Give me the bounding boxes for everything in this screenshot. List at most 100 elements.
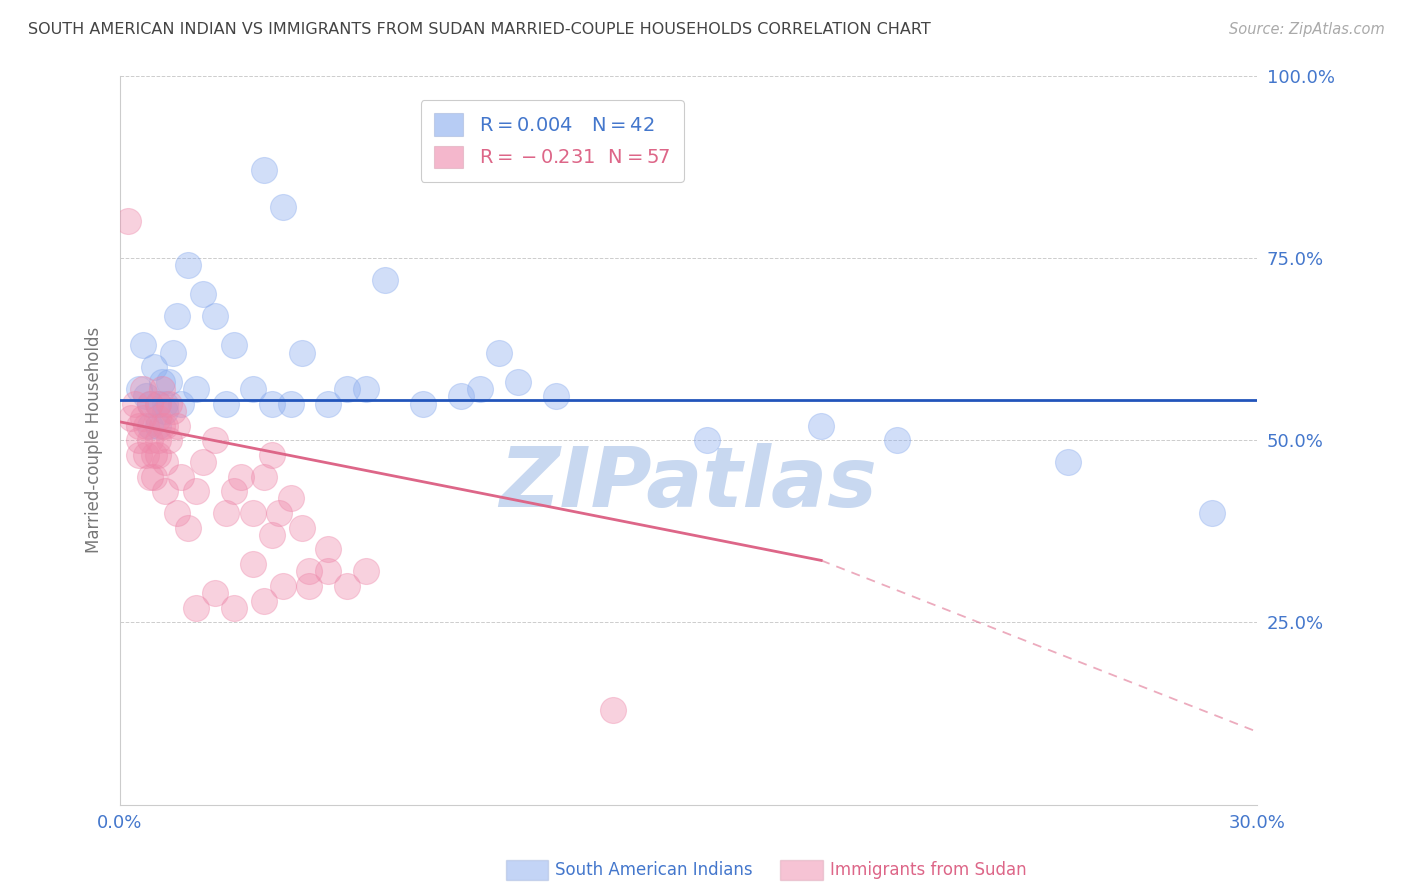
- Point: [242, 382, 264, 396]
- Point: [336, 579, 359, 593]
- Point: [146, 433, 169, 447]
- Legend: $\mathregular{R = 0.004\ \ \ N = 42}$, $\mathregular{R = -0.231\ \ N = 57}$: $\mathregular{R = 0.004\ \ \ N = 42}$, $…: [420, 100, 683, 182]
- Point: [253, 469, 276, 483]
- Point: [131, 411, 153, 425]
- Point: [131, 338, 153, 352]
- Text: ZIPatlas: ZIPatlas: [499, 443, 877, 524]
- Point: [135, 389, 157, 403]
- Point: [143, 448, 166, 462]
- Point: [488, 345, 510, 359]
- Point: [146, 448, 169, 462]
- Point: [280, 491, 302, 506]
- Point: [193, 455, 215, 469]
- Point: [169, 469, 191, 483]
- Point: [450, 389, 472, 403]
- Point: [155, 397, 177, 411]
- Point: [157, 397, 180, 411]
- Point: [117, 214, 139, 228]
- Point: [120, 411, 142, 425]
- Point: [356, 382, 378, 396]
- Point: [253, 163, 276, 178]
- Point: [184, 600, 207, 615]
- Point: [810, 418, 832, 433]
- Point: [222, 338, 245, 352]
- Point: [291, 520, 314, 534]
- Point: [336, 382, 359, 396]
- Point: [269, 506, 291, 520]
- Point: [157, 375, 180, 389]
- Point: [169, 397, 191, 411]
- Point: [166, 309, 188, 323]
- Point: [124, 397, 146, 411]
- Point: [298, 565, 321, 579]
- Point: [128, 433, 150, 447]
- Point: [128, 382, 150, 396]
- Point: [135, 448, 157, 462]
- Point: [468, 382, 491, 396]
- Point: [231, 469, 253, 483]
- Point: [139, 433, 162, 447]
- Point: [150, 382, 173, 396]
- Point: [215, 397, 238, 411]
- Point: [155, 418, 177, 433]
- Point: [1201, 506, 1223, 520]
- Point: [166, 418, 188, 433]
- Point: [131, 382, 153, 396]
- Point: [155, 484, 177, 499]
- Point: [260, 448, 283, 462]
- Point: [143, 469, 166, 483]
- Point: [602, 703, 624, 717]
- Point: [146, 418, 169, 433]
- Y-axis label: Married-couple Households: Married-couple Households: [86, 327, 103, 553]
- Point: [177, 258, 200, 272]
- Text: SOUTH AMERICAN INDIAN VS IMMIGRANTS FROM SUDAN MARRIED-COUPLE HOUSEHOLDS CORRELA: SOUTH AMERICAN INDIAN VS IMMIGRANTS FROM…: [28, 22, 931, 37]
- Point: [155, 404, 177, 418]
- Point: [544, 389, 567, 403]
- Point: [260, 528, 283, 542]
- Point: [215, 506, 238, 520]
- Text: South American Indians: South American Indians: [555, 861, 754, 879]
- Point: [412, 397, 434, 411]
- Point: [222, 484, 245, 499]
- Point: [139, 397, 162, 411]
- Point: [318, 397, 340, 411]
- Point: [374, 273, 396, 287]
- Point: [177, 520, 200, 534]
- Point: [280, 397, 302, 411]
- Point: [318, 565, 340, 579]
- Point: [506, 375, 529, 389]
- Point: [298, 579, 321, 593]
- Point: [166, 506, 188, 520]
- Point: [242, 506, 264, 520]
- Point: [135, 418, 157, 433]
- Point: [146, 397, 169, 411]
- Point: [696, 433, 718, 447]
- Point: [139, 397, 162, 411]
- Point: [193, 287, 215, 301]
- Point: [146, 397, 169, 411]
- Point: [204, 309, 226, 323]
- Point: [150, 375, 173, 389]
- Point: [291, 345, 314, 359]
- Point: [162, 345, 184, 359]
- Point: [253, 593, 276, 607]
- Point: [150, 418, 173, 433]
- Point: [204, 586, 226, 600]
- Point: [1056, 455, 1078, 469]
- Point: [260, 397, 283, 411]
- Point: [184, 484, 207, 499]
- Point: [184, 382, 207, 396]
- Point: [162, 404, 184, 418]
- Point: [128, 448, 150, 462]
- Point: [271, 579, 294, 593]
- Point: [155, 455, 177, 469]
- Point: [271, 200, 294, 214]
- Point: [128, 418, 150, 433]
- Point: [146, 411, 169, 425]
- Point: [222, 600, 245, 615]
- Point: [242, 557, 264, 571]
- Point: [204, 433, 226, 447]
- Text: Immigrants from Sudan: Immigrants from Sudan: [830, 861, 1026, 879]
- Point: [143, 360, 166, 375]
- Point: [139, 469, 162, 483]
